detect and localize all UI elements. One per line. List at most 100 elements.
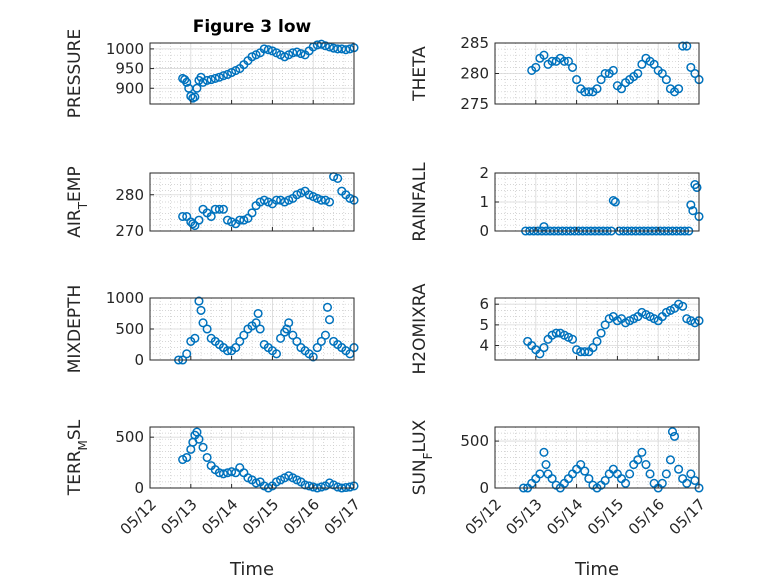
data-point <box>284 318 294 328</box>
y-axis-label: RAINFALL <box>410 162 430 242</box>
data-point <box>567 62 578 72</box>
data-point <box>625 469 635 479</box>
data-point <box>678 301 688 311</box>
y-axis-label-main: RAINFALL <box>410 162 430 242</box>
data-point <box>190 92 200 102</box>
data-point <box>692 182 702 193</box>
data-point <box>539 447 549 457</box>
data-point <box>657 68 667 79</box>
figure-title: Figure 3 low <box>193 17 312 37</box>
data-point <box>316 195 326 205</box>
data-point <box>178 211 188 222</box>
x-tick-label: 05/13 <box>157 495 200 538</box>
data-point <box>198 318 208 328</box>
x-tick-label: 05/15 <box>239 495 282 538</box>
y-axis-label: THETA <box>410 46 430 102</box>
y-tick-label: 280 <box>115 186 144 204</box>
data-point <box>263 45 273 55</box>
data-point <box>251 478 261 488</box>
data-point <box>320 330 330 340</box>
data-point <box>567 334 578 344</box>
data-point <box>572 75 582 85</box>
data-point <box>251 318 261 328</box>
data-point <box>657 478 667 488</box>
data-point <box>255 324 265 334</box>
data-point <box>271 195 282 205</box>
data-point <box>678 41 688 51</box>
y-axis-label-rest: LUX <box>410 419 430 452</box>
y-axis-label-main: THETA <box>410 46 430 102</box>
subplot-4: 0 1 2 RAINFALL <box>410 162 704 242</box>
data-point <box>592 84 602 94</box>
data-point <box>547 56 557 66</box>
data-point <box>296 49 306 59</box>
x-tick-label: 05/14 <box>543 495 586 538</box>
x-tick-label: 05/15 <box>584 495 627 538</box>
data-point <box>253 308 263 319</box>
data-point <box>308 352 318 362</box>
data-point <box>661 75 671 85</box>
data-point <box>194 215 204 225</box>
subplot-3: 270 280 AIRTEMP <box>65 166 359 240</box>
data-point <box>282 324 292 334</box>
data-point <box>214 204 224 214</box>
data-point <box>292 47 302 57</box>
x-tick-label: 05/16 <box>625 495 668 538</box>
data-point <box>616 84 627 94</box>
data-point <box>610 197 620 207</box>
data-point <box>596 328 606 338</box>
data-point <box>320 41 330 51</box>
x-axis-label: Time <box>229 559 274 580</box>
y-axis-label-rest: SL <box>65 419 85 440</box>
data-point <box>641 459 651 470</box>
data-point <box>218 469 228 479</box>
data-point <box>316 336 326 346</box>
data-point <box>584 474 594 484</box>
data-point <box>621 478 631 488</box>
y-tick-label: 285 <box>460 34 489 52</box>
y-tick-label: 0 <box>479 222 489 240</box>
y-axis-label-main: TERR <box>65 450 85 496</box>
data-point <box>218 71 228 81</box>
data-point <box>531 62 541 72</box>
data-point <box>588 343 598 353</box>
y-axis-label-sub: T <box>76 201 90 210</box>
data-point <box>665 455 675 465</box>
data-point <box>247 208 257 218</box>
y-axis-label-main: AIR <box>65 209 85 238</box>
data-point <box>182 452 192 463</box>
data-point <box>539 343 549 353</box>
data-point <box>222 346 233 356</box>
data-point <box>202 452 212 463</box>
data-point <box>686 200 696 210</box>
data-point <box>682 41 692 51</box>
y-tick-label: 275 <box>460 95 489 113</box>
data-point <box>300 480 310 490</box>
y-tick-label: 1000 <box>106 289 144 307</box>
x-tick-label: 05/13 <box>502 495 545 538</box>
y-tick-label: 2 <box>479 164 489 182</box>
data-point <box>637 447 647 457</box>
data-point <box>292 336 302 346</box>
y-tick-label: 1 <box>479 193 489 211</box>
data-point <box>559 56 569 66</box>
y-tick-label: 6 <box>479 295 489 313</box>
data-point <box>214 72 224 82</box>
data-point <box>312 343 322 353</box>
y-tick-label: 900 <box>115 79 144 97</box>
y-tick-label: 4 <box>479 337 489 355</box>
data-point <box>596 75 606 85</box>
data-point <box>196 305 206 315</box>
y-axis-label-rest: EMP <box>65 166 85 202</box>
data-point <box>686 62 696 72</box>
x-tick-label: 05/14 <box>198 495 241 538</box>
data-point <box>584 87 594 97</box>
y-tick-label: 5 <box>479 316 489 334</box>
axes-box <box>494 297 700 361</box>
data-point <box>682 478 692 488</box>
y-tick-label: 500 <box>115 428 144 446</box>
axes-box <box>149 172 355 232</box>
axes-box <box>149 426 355 489</box>
data-point <box>541 459 551 470</box>
